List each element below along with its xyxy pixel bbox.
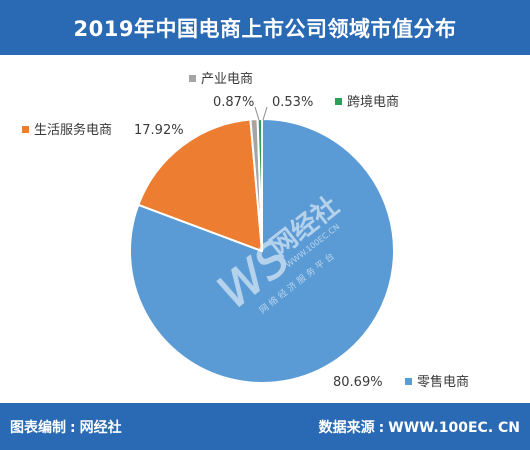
pie-slice-retail bbox=[128, 118, 395, 384]
footer-left-label: 图表编制 bbox=[10, 420, 66, 436]
footer-source-right: 数据来源: WWW.100EC. CN bbox=[319, 417, 520, 437]
leader-line-industry bbox=[254, 106, 260, 121]
footer-right-separator: : bbox=[378, 420, 385, 436]
footer-left-value: 网经社 bbox=[79, 420, 122, 436]
legend-label-retail: 零售电商 bbox=[417, 374, 469, 390]
footer-right-value: WWW.100EC. CN bbox=[388, 420, 520, 436]
leader-lines bbox=[254, 106, 268, 121]
legend-label-local-services: 生活服务电商 bbox=[34, 122, 112, 138]
legend-label-cross-border: 跨境电商 bbox=[347, 95, 399, 110]
data-label-cross-border: 0.53% bbox=[272, 95, 313, 110]
legend-swatch-local-services bbox=[22, 126, 29, 133]
chart-title: 2019年中国电商上市公司领域市值分布 bbox=[73, 16, 457, 41]
pie-chart: WS 网经社 WWW.100EC.CN 网 络 经 济 服 务 平 台 产业电商… bbox=[22, 72, 469, 390]
chart-area: WS 网经社 WWW.100EC.CN 网 络 经 济 服 务 平 台 产业电商… bbox=[0, 55, 530, 403]
pie-slices bbox=[128, 117, 395, 384]
footer-bar: 图表编制: 网经社 数据来源: WWW.100EC. CN bbox=[0, 403, 530, 450]
pie-slice-local-services bbox=[137, 118, 263, 252]
data-label-retail: 80.69% bbox=[333, 375, 383, 390]
data-label-local-services: 17.92% bbox=[134, 123, 184, 138]
legend-swatch-industry bbox=[189, 75, 196, 82]
legend-label-industry: 产业电商 bbox=[201, 72, 253, 87]
footer-left-separator: : bbox=[70, 420, 76, 436]
legend-labels: 产业电商 0.87% 0.53% 跨境电商 生活服务电商 17.92% 80.6… bbox=[22, 72, 469, 390]
legend-swatch-cross-border bbox=[335, 98, 342, 105]
footer-source-left: 图表编制: 网经社 bbox=[10, 417, 122, 437]
pie-slice-cross-border bbox=[256, 117, 263, 252]
data-label-industry: 0.87% bbox=[213, 95, 254, 110]
legend-swatch-retail bbox=[405, 378, 412, 385]
leader-line-cross-border bbox=[262, 106, 268, 121]
chart-title-bar: 2019年中国电商上市公司领域市值分布 bbox=[0, 0, 530, 55]
footer-right-label: 数据来源 bbox=[318, 420, 375, 436]
